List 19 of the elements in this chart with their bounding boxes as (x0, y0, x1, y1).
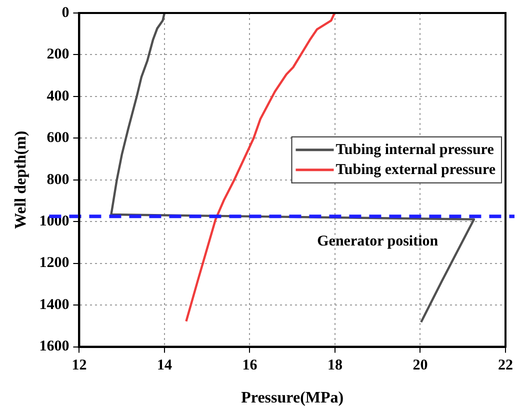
x-tick-label: 22 (498, 358, 513, 374)
x-tick-label: 20 (412, 358, 428, 374)
x-tick-label: 16 (242, 358, 258, 374)
x-tick-label: 14 (156, 358, 172, 374)
legend-label: Tubing external pressure (336, 162, 496, 178)
y-tick-label: 1400 (39, 296, 70, 313)
legend-label: Tubing internal pressure (336, 142, 494, 158)
y-axis-title: Well depth(m) (12, 130, 30, 230)
annotation: Generator position (317, 233, 439, 250)
y-tick-label: 600 (46, 130, 70, 146)
y-tick-label: 1200 (39, 255, 70, 272)
y-tick-label: 0 (62, 4, 70, 21)
y-tick-label: 400 (46, 88, 70, 104)
y-tick-label: 1600 (39, 338, 70, 355)
x-axis-title: Pressure(MPa) (241, 390, 344, 407)
y-tick-label: 200 (46, 46, 70, 63)
x-tick-label: 12 (72, 358, 87, 374)
y-tick-label: 800 (46, 172, 70, 188)
x-tick-label: 18 (327, 358, 342, 374)
